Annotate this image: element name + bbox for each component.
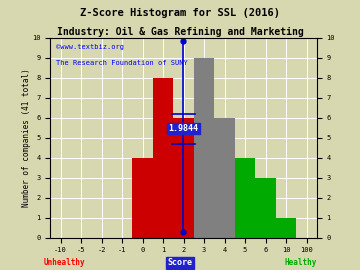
Text: 1.9844: 1.9844 bbox=[168, 124, 198, 133]
Text: Score: Score bbox=[167, 258, 193, 267]
Bar bbox=[235, 158, 255, 238]
Y-axis label: Number of companies (41 total): Number of companies (41 total) bbox=[22, 68, 31, 207]
Bar bbox=[214, 118, 235, 238]
Bar bbox=[174, 118, 194, 238]
Text: Industry: Oil & Gas Refining and Marketing: Industry: Oil & Gas Refining and Marketi… bbox=[57, 27, 303, 37]
Text: ©www.textbiz.org: ©www.textbiz.org bbox=[56, 44, 124, 50]
Text: Healthy: Healthy bbox=[284, 258, 317, 267]
Bar bbox=[194, 58, 214, 238]
Bar bbox=[132, 158, 153, 238]
Bar bbox=[276, 218, 296, 238]
Text: Unhealthy: Unhealthy bbox=[43, 258, 85, 267]
Bar bbox=[255, 178, 276, 238]
Text: The Research Foundation of SUNY: The Research Foundation of SUNY bbox=[56, 60, 188, 66]
Text: Z-Score Histogram for SSL (2016): Z-Score Histogram for SSL (2016) bbox=[80, 8, 280, 18]
Bar bbox=[153, 78, 174, 238]
